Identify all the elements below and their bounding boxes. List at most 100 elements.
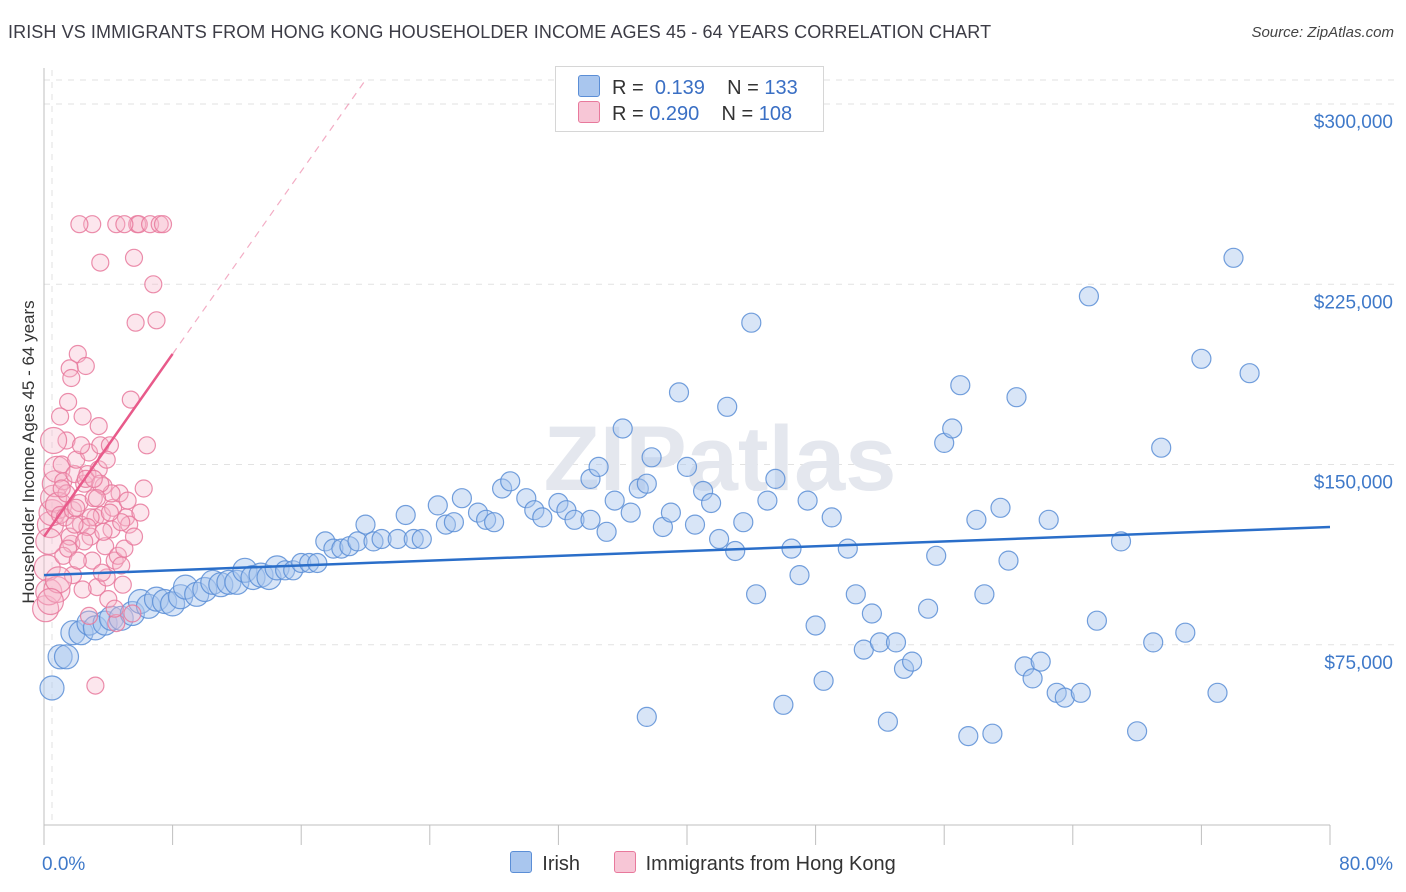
irish-point xyxy=(741,312,762,333)
irish-point xyxy=(821,507,842,528)
irish-point xyxy=(789,564,810,586)
irish-point xyxy=(299,552,320,574)
hong-kong-point xyxy=(126,313,145,332)
irish-point xyxy=(733,512,754,533)
hong-kong-point xyxy=(43,455,71,483)
irish-point xyxy=(435,514,456,535)
irish-point xyxy=(53,644,80,670)
irish-point xyxy=(745,584,767,605)
irish-point xyxy=(1191,348,1212,369)
hong-kong-point xyxy=(73,407,92,426)
irish-point xyxy=(684,514,706,535)
series-legend: Irish Immigrants from Hong Kong xyxy=(0,851,1406,876)
hong-kong-point xyxy=(83,551,102,570)
irish-point xyxy=(893,658,915,679)
hong-kong-point xyxy=(137,436,156,455)
irish-point xyxy=(1143,632,1164,653)
irish-point xyxy=(1126,721,1148,742)
legend-n-value: 133 xyxy=(764,77,798,99)
y-tick-label: $225,000 xyxy=(1314,292,1393,313)
irish-point xyxy=(958,725,979,747)
irish-point xyxy=(411,528,432,550)
irish-point xyxy=(604,490,625,511)
hong-kong-point xyxy=(83,215,102,234)
hong-kong-point xyxy=(73,580,92,599)
legend-item-hong-kong[interactable]: Immigrants from Hong Kong xyxy=(613,851,896,876)
trend-extension-hong-kong xyxy=(172,79,366,355)
hong-kong-point xyxy=(67,498,86,517)
irish-point xyxy=(1110,531,1132,552)
irish-point xyxy=(500,471,521,492)
hong-kong-point xyxy=(39,426,68,455)
hong-kong-point xyxy=(70,215,89,234)
hong-kong-point xyxy=(108,546,128,565)
irish-point xyxy=(596,521,617,542)
irish-point xyxy=(966,509,987,530)
irish-point xyxy=(1030,651,1051,672)
hong-kong-point xyxy=(123,604,142,623)
irish-point xyxy=(580,509,601,530)
irish-point xyxy=(524,500,545,521)
irish-point xyxy=(1022,668,1043,689)
hong-kong-point xyxy=(115,215,134,234)
irish-point xyxy=(668,382,690,403)
hong-kong-point xyxy=(94,522,113,541)
data-points xyxy=(31,215,1260,747)
legend-r-label: R = xyxy=(612,103,644,125)
hong-kong-point xyxy=(124,248,144,267)
legend-item-irish[interactable]: Irish xyxy=(510,851,580,876)
irish-point xyxy=(39,675,65,701)
hong-kong-point xyxy=(97,450,116,469)
irish-point xyxy=(476,509,497,530)
irish-point xyxy=(845,584,866,605)
irish-point xyxy=(588,456,609,477)
trend-lines xyxy=(42,79,1331,577)
irish-point xyxy=(387,528,408,550)
x-tick-label-min: 0.0% xyxy=(42,854,85,875)
hong-kong-point xyxy=(99,589,118,609)
chart-title: IRISH VS IMMIGRANTS FROM HONG KONG HOUSE… xyxy=(8,22,992,42)
irish-point xyxy=(347,531,368,552)
irish-point xyxy=(323,538,344,559)
irish-point xyxy=(1038,509,1059,530)
axes: $75,000 $150,000 $225,000 $300,000 xyxy=(43,68,1393,845)
series-hong-kong xyxy=(31,215,173,695)
irish-point xyxy=(765,468,786,489)
irish-point xyxy=(837,538,858,559)
irish-point xyxy=(467,502,489,523)
irish-point xyxy=(1070,682,1091,703)
hong-kong-point xyxy=(62,368,81,388)
irish-point xyxy=(974,584,995,605)
irish-point xyxy=(813,670,834,691)
trend-line-irish xyxy=(43,525,1331,577)
irish-point xyxy=(700,492,722,514)
irish-point xyxy=(224,569,250,595)
hong-kong-point xyxy=(81,508,100,527)
irish-point xyxy=(636,473,657,494)
hong-kong-point xyxy=(134,479,153,498)
irish-point xyxy=(307,552,328,574)
x-tick-label-max: 80.0% xyxy=(1339,854,1393,875)
irish-point xyxy=(1006,387,1027,408)
legend-r-value: 0.290 xyxy=(649,103,700,125)
hong-kong-point xyxy=(91,253,110,272)
hong-kong-legend-swatch xyxy=(613,851,636,873)
hong-kong-point xyxy=(50,407,70,426)
y-tick-label: $75,000 xyxy=(1324,653,1393,674)
hong-kong-point xyxy=(86,676,105,695)
irish-point xyxy=(492,478,513,499)
legend-n-label: N = xyxy=(721,103,754,125)
irish-point xyxy=(998,550,1019,571)
hong-kong-point xyxy=(153,215,173,234)
hong-kong-point xyxy=(70,493,89,513)
chart-source: Source: ZipAtlas.com xyxy=(1251,24,1394,41)
y-axis-label: Householder Income Ages 45 - 64 years xyxy=(19,300,38,603)
hong-kong-point xyxy=(79,606,99,626)
hong-kong-point xyxy=(115,539,134,558)
legend-n-value: 108 xyxy=(758,103,793,125)
hong-kong-point xyxy=(141,215,160,234)
irish-point xyxy=(1054,687,1075,708)
irish-point xyxy=(1239,363,1260,384)
irish-point xyxy=(1175,622,1196,643)
